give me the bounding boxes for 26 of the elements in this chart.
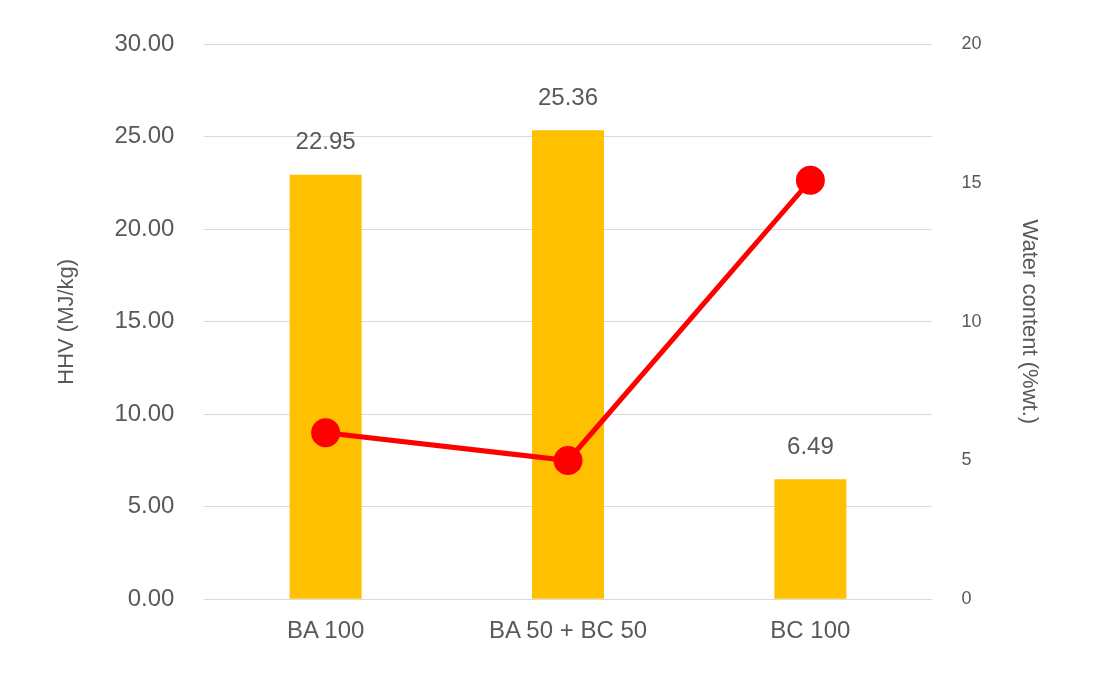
point — [795, 165, 825, 195]
point — [553, 446, 583, 475]
y2-tick-label: 5 — [961, 449, 972, 470]
bar — [532, 130, 605, 599]
y2-axis-title: Water content (%wt.) — [1017, 219, 1043, 425]
y-tick-label: 10.00 — [114, 398, 175, 426]
point — [311, 418, 341, 448]
y-tick-label: 25.00 — [114, 121, 175, 149]
data-label: 22.95 — [295, 127, 356, 155]
y-tick-label: 0.00 — [127, 583, 175, 611]
x-tick-label: BA 50 + BC 50 — [488, 616, 648, 644]
bar — [289, 174, 362, 599]
y-tick-label: 15.00 — [114, 306, 175, 334]
y2-tick-label: 15 — [961, 172, 982, 193]
y2-tick-label: 0 — [961, 588, 972, 609]
data-label: 25.36 — [537, 82, 599, 110]
x-tick-label: BA 100 — [286, 616, 365, 644]
y2-tick-label: 10 — [961, 310, 982, 331]
y-axis-title: HHV (MJ/kg) — [53, 258, 79, 385]
y-tick-label: 5.00 — [127, 491, 175, 519]
y2-tick-label: 20 — [961, 33, 982, 54]
x-tick-label: BC 100 — [770, 616, 851, 644]
y-tick-label: 30.00 — [114, 29, 175, 57]
bar — [774, 479, 847, 599]
y-tick-label: 20.00 — [114, 213, 175, 241]
data-label: 6.49 — [787, 431, 834, 459]
